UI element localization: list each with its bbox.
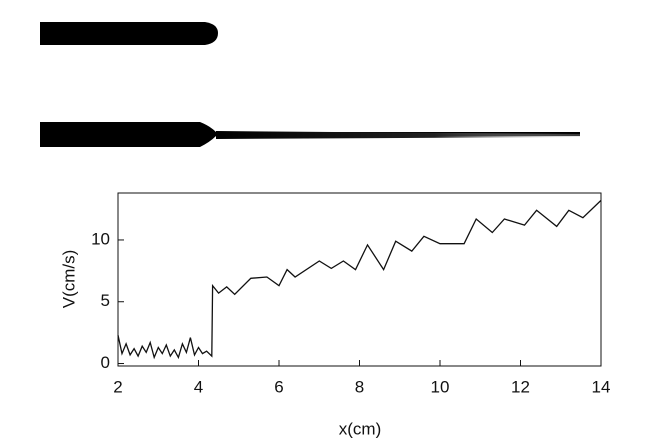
y-tick-label: 5 <box>101 291 110 310</box>
x-tick-label: 6 <box>274 377 283 396</box>
streak-tail <box>216 131 580 139</box>
x-tick-label: 2 <box>113 377 122 396</box>
x-tick-label: 4 <box>194 377 203 396</box>
y-axis-label: V(cm/s) <box>59 250 78 309</box>
x-tick-label: 12 <box>511 377 530 396</box>
x-axis-label: x(cm) <box>339 419 381 438</box>
y-tick-label: 0 <box>101 353 110 372</box>
y-tick-label: 10 <box>91 229 110 248</box>
x-tick-label: 8 <box>355 377 364 396</box>
streak-top <box>40 22 218 45</box>
x-tick-label: 14 <box>592 377 611 396</box>
data-line <box>117 199 602 360</box>
x-tick-label: 10 <box>431 377 450 396</box>
